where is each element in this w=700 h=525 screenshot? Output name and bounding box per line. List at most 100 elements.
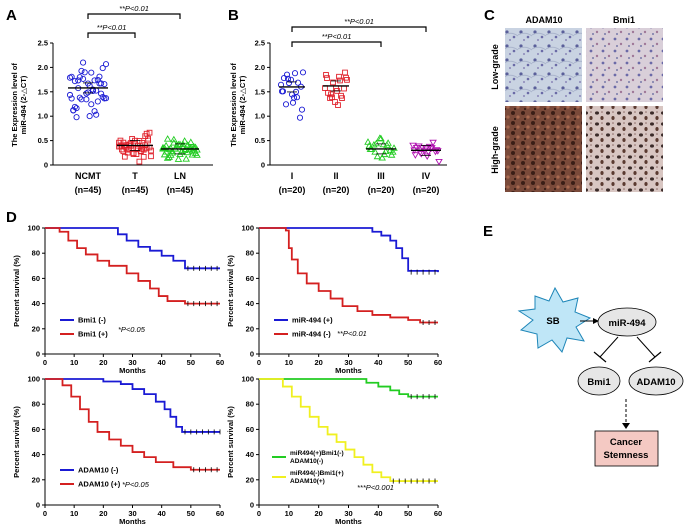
x-tick-label: 60	[216, 358, 224, 367]
y-tick-label: 0.5	[255, 136, 265, 145]
data-point	[71, 103, 78, 111]
data-point	[296, 114, 304, 121]
data-point	[434, 148, 442, 155]
x-tick-label: 30	[128, 509, 136, 518]
data-point	[140, 153, 147, 160]
survival-curve	[259, 378, 438, 482]
x-axis-label: Months	[119, 366, 146, 375]
data-point	[285, 79, 293, 87]
node-cancer-stemness	[594, 430, 659, 467]
chart-d2-survival-mir494: 0 20 40 60 80 100 0 10 20 30 40 50 60 Months Percent s…	[226, 224, 442, 376]
ihc-col-bmi1: Bmi1	[613, 15, 635, 25]
data-point	[412, 144, 421, 152]
x-tick-label: 50	[187, 358, 195, 367]
data-point	[332, 99, 338, 105]
data-point	[180, 146, 189, 154]
x-tick-label: 50	[404, 358, 412, 367]
data-point	[170, 138, 178, 146]
data-point	[135, 145, 141, 152]
y-axis-label: Percent survival (%)	[226, 255, 235, 327]
x-tick-label: 60	[434, 509, 442, 518]
data-point	[98, 80, 105, 87]
data-point	[323, 72, 329, 78]
data-point	[337, 77, 343, 84]
x-axis-label: Months	[335, 366, 362, 375]
data-point	[76, 74, 83, 81]
y-tick-label: 60	[32, 274, 40, 283]
data-point	[121, 153, 128, 160]
data-point	[384, 139, 392, 146]
data-point	[78, 96, 85, 103]
data-point	[279, 88, 287, 95]
data-point	[78, 67, 85, 74]
data-point	[284, 75, 292, 82]
inhibit-line-adam10	[636, 336, 656, 358]
y-tick-label: 0	[250, 501, 254, 510]
inhibit-line-bmi1	[599, 336, 619, 358]
y-tick-label: 1.5	[38, 87, 48, 96]
data-point	[148, 147, 154, 154]
data-point	[96, 73, 103, 80]
y-tick-label: 80	[32, 400, 40, 409]
y-axis-label: The Expression level ofmiR-494 (2-△CT)	[10, 63, 28, 147]
significance-label: **P<0.01	[322, 32, 352, 41]
data-point	[324, 75, 330, 81]
x-tick-label: 50	[404, 509, 412, 518]
legend-label: miR-494 (-)	[292, 330, 331, 339]
survival-curve	[259, 227, 438, 324]
data-point	[102, 95, 110, 102]
data-point	[83, 90, 90, 97]
ihc-image-bmi1-low	[586, 28, 663, 102]
x-tick-label: 30	[344, 358, 352, 367]
survival-curve	[45, 378, 220, 433]
x-tick-label: 60	[216, 509, 224, 518]
data-point	[145, 135, 151, 142]
y-tick-label: 20	[246, 324, 254, 333]
node-stemness-label: Stemness	[604, 450, 649, 461]
data-point	[83, 96, 90, 103]
data-point	[80, 59, 87, 66]
data-point	[159, 143, 167, 151]
category-label: LN	[174, 171, 186, 181]
significance-label: **P<0.01	[119, 4, 149, 13]
y-tick-label: 100	[241, 224, 254, 233]
y-axis-label: The Expression level ofmiR-494 (2-△CT)	[229, 63, 247, 147]
node-mir494	[597, 307, 657, 337]
y-tick-label: 0	[261, 161, 265, 170]
y-axis-label: Percent survival (%)	[226, 406, 235, 478]
data-point	[180, 137, 189, 144]
y-tick-label: 60	[246, 274, 254, 283]
p-value-label: *P<0.05	[122, 480, 150, 489]
legend-label: ADAM10 (-)	[78, 466, 119, 475]
data-point	[370, 141, 378, 148]
category-n-label: (n=20)	[279, 185, 306, 195]
data-point	[70, 107, 77, 114]
category-label: T	[132, 171, 138, 181]
data-point	[162, 141, 170, 149]
x-tick-label: 40	[157, 358, 165, 367]
data-point	[146, 129, 153, 136]
data-point	[342, 69, 348, 76]
category-n-label: (n=20)	[323, 185, 350, 195]
chart-d3-survival-adam10: 0 20 40 60 80 100 0 10 20 30 40 50 60 Months Percent s…	[12, 375, 224, 525]
significance-bracket	[87, 13, 181, 19]
data-point	[417, 151, 426, 158]
y-tick-label: 40	[246, 450, 254, 459]
data-point	[71, 78, 78, 85]
y-tick-label: 20	[32, 475, 40, 484]
data-point	[325, 89, 331, 96]
survival-curve	[259, 227, 439, 273]
data-point	[341, 85, 347, 92]
category-n-label: (n=45)	[75, 185, 102, 195]
x-tick-label: 40	[374, 509, 382, 518]
data-point	[91, 108, 98, 115]
data-point	[298, 106, 306, 113]
survival-curve	[45, 378, 220, 471]
y-tick-label: 80	[246, 400, 254, 409]
data-point	[330, 79, 336, 86]
y-tick-label: 20	[32, 324, 40, 333]
x-axis-label: Months	[335, 517, 362, 525]
data-point	[80, 75, 87, 82]
survival-curve	[45, 227, 220, 270]
